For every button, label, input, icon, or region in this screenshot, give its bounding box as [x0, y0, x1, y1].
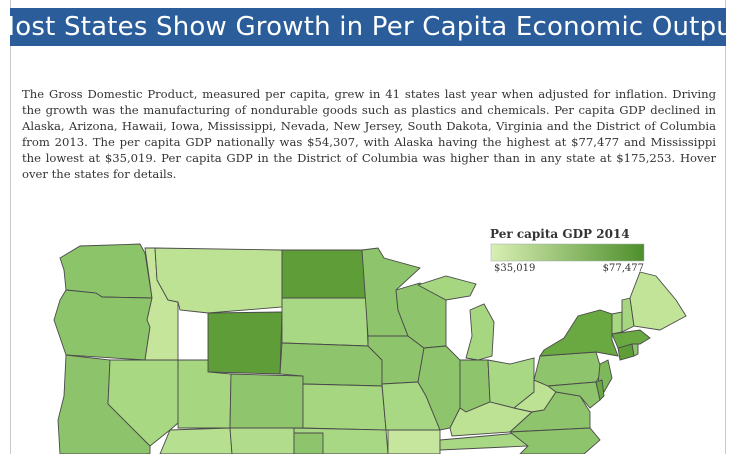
state-wyoming[interactable] [207, 311, 283, 375]
title-bar: Most States Show Growth in Per Capita Ec… [0, 8, 736, 46]
state-north-carolina[interactable] [508, 427, 601, 454]
intro-paragraph: The Gross Domestic Product, measured per… [22, 87, 716, 181]
state-colorado[interactable] [229, 373, 304, 429]
legend-max-label: $77,477 [603, 263, 644, 274]
state-new-york[interactable] [539, 309, 619, 357]
state-massachusetts[interactable] [611, 329, 651, 349]
state-michigan-upper[interactable] [416, 275, 477, 301]
page-title: Most States Show Growth in Per Capita Ec… [0, 12, 736, 42]
state-south-dakota[interactable] [281, 297, 369, 347]
legend-title: Per capita GDP 2014 [490, 227, 630, 241]
page-frame [10, 0, 726, 454]
legend-min-label: $35,019 [494, 263, 535, 274]
state-arkansas[interactable] [387, 429, 441, 454]
state-delaware[interactable] [595, 379, 605, 401]
state-new-mexico[interactable] [229, 427, 295, 454]
state-vermont[interactable] [611, 311, 623, 335]
state-nevada[interactable] [107, 359, 179, 447]
state-kansas[interactable] [302, 383, 387, 431]
state-north-dakota[interactable] [281, 249, 367, 299]
state-texas-panhandle[interactable] [293, 432, 324, 454]
state-arizona[interactable] [159, 427, 233, 454]
state-oregon[interactable] [53, 289, 153, 361]
legend-color-ramp [490, 243, 645, 262]
state-maine[interactable] [629, 271, 687, 331]
map-legend: Per capita GDP 2014 $35,019 $77,477 [490, 227, 645, 274]
state-pennsylvania[interactable] [533, 351, 603, 387]
state-washington[interactable] [59, 243, 153, 299]
state-michigan[interactable] [465, 303, 495, 361]
